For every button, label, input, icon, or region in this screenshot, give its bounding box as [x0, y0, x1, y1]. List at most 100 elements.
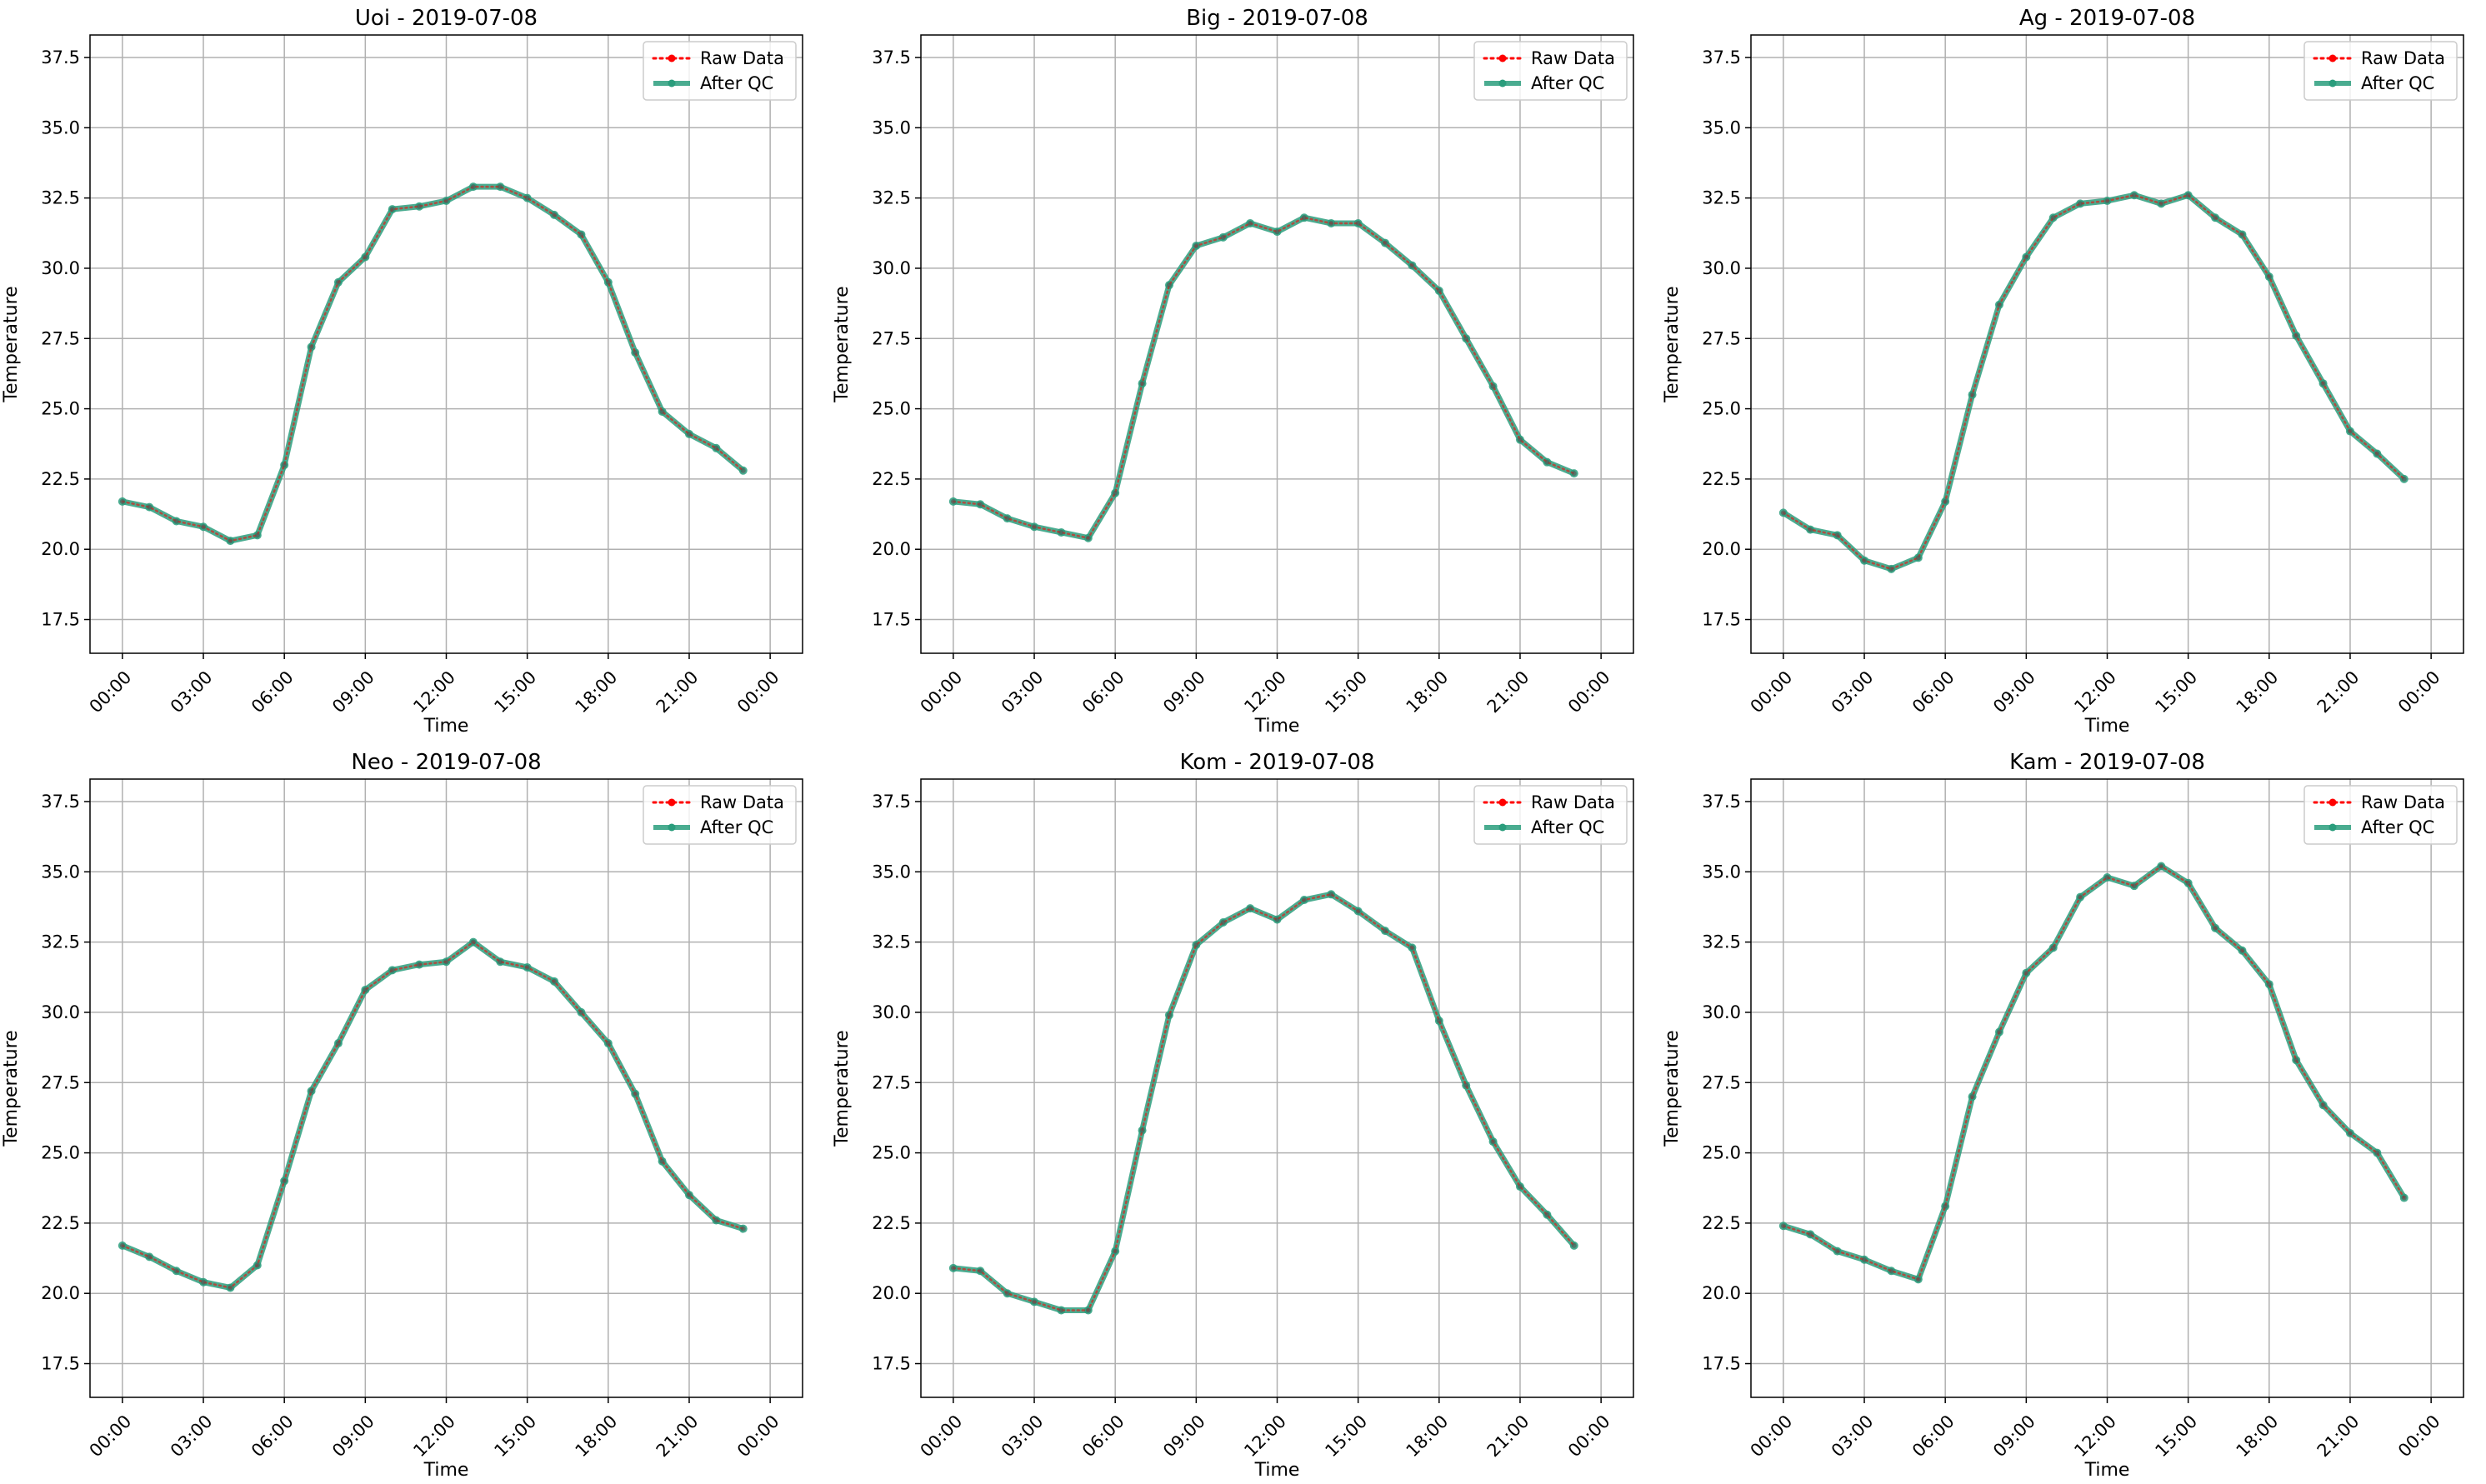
- y-tick-label: 30.0: [1702, 258, 1741, 278]
- data-point-raw-data: [1058, 1307, 1064, 1313]
- x-tick-label: 21:00: [2313, 667, 2363, 717]
- data-point-raw-data: [417, 203, 423, 209]
- data-point-raw-data: [443, 959, 449, 965]
- data-point-raw-data: [1463, 336, 1469, 342]
- x-tick-label: 21:00: [653, 667, 703, 717]
- legend-marker-after-qc: [2328, 823, 2337, 832]
- x-tick-label: 12:00: [2070, 1412, 2120, 1462]
- data-point-raw-data: [2050, 945, 2056, 951]
- data-point-raw-data: [443, 197, 449, 203]
- data-point-raw-data: [552, 978, 558, 984]
- legend-label-raw-data: Raw Data: [2361, 792, 2445, 812]
- x-axis-label: Time: [2084, 716, 2130, 737]
- x-tick-label: 12:00: [409, 1412, 459, 1462]
- data-point-raw-data: [498, 184, 503, 190]
- subplot-1: 17.5 20.0 22.5 25.0 27.5 30.0 32.5 35.0 37.5 00:0…: [1, 6, 803, 737]
- x-tick-label: 00:00: [917, 1412, 967, 1462]
- data-point-raw-data: [1328, 892, 1334, 897]
- x-tick-label: 00:00: [1747, 667, 1797, 717]
- legend-label-raw-data: Raw Data: [700, 792, 784, 812]
- legend-label-after-qc: After QC: [700, 73, 773, 93]
- data-point-raw-data: [363, 254, 368, 260]
- data-point-raw-data: [633, 1091, 638, 1097]
- series-line-raw-data: [121, 185, 744, 542]
- y-tick-label: 35.0: [41, 862, 80, 882]
- data-point-raw-data: [1383, 240, 1388, 246]
- legend-label-raw-data: Raw Data: [1531, 792, 1615, 812]
- y-tick-label: 22.5: [41, 469, 80, 489]
- subplot-title: Ag - 2019-07-08: [2019, 6, 2195, 31]
- data-point-raw-data: [2347, 1130, 2353, 1136]
- data-point-raw-data: [1301, 897, 1307, 903]
- y-tick-label: 22.5: [872, 1213, 911, 1233]
- y-tick-label: 17.5: [872, 1354, 911, 1374]
- data-point-raw-data: [2320, 381, 2326, 387]
- y-tick-label: 25.0: [41, 1143, 80, 1163]
- legend-marker-raw-data: [668, 798, 676, 807]
- data-point-raw-data: [740, 467, 746, 473]
- legend: Raw Data After QC: [643, 785, 797, 845]
- y-tick-label: 37.5: [1702, 792, 1741, 812]
- data-point-raw-data: [1166, 1012, 1172, 1018]
- x-tick-label: 03:00: [1828, 1412, 1878, 1462]
- y-tick-label: 30.0: [872, 1002, 911, 1022]
- series-line-raw-data: [952, 216, 1575, 540]
- series-line-raw-data: [1782, 865, 2405, 1281]
- x-tick-label: 18:00: [2233, 667, 2283, 717]
- data-point-raw-data: [1780, 1223, 1786, 1229]
- data-point-raw-data: [119, 498, 125, 504]
- y-tick-label: 20.0: [872, 539, 911, 559]
- data-point-raw-data: [2131, 883, 2137, 889]
- data-point-raw-data: [1834, 532, 1840, 538]
- data-point-raw-data: [1409, 262, 1415, 268]
- legend-label-raw-data: Raw Data: [700, 48, 784, 68]
- y-tick-label: 35.0: [872, 117, 911, 137]
- plot-frame: [1750, 778, 2464, 1398]
- y-tick-label: 17.5: [41, 1354, 80, 1374]
- data-point-raw-data: [2374, 451, 2380, 457]
- data-point-raw-data: [335, 1041, 341, 1047]
- data-point-raw-data: [1220, 234, 1226, 240]
- series-line-after-qc: [122, 183, 745, 544]
- subplot-title: Uoi - 2019-07-08: [355, 6, 538, 31]
- data-point-raw-data: [633, 350, 638, 356]
- series-line-after-qc: [953, 891, 1577, 1313]
- data-point-raw-data: [659, 1158, 665, 1164]
- data-point-raw-data: [308, 1088, 314, 1094]
- data-point-raw-data: [713, 1217, 719, 1223]
- y-tick-label: 32.5: [41, 188, 80, 208]
- data-point-raw-data: [2023, 254, 2029, 260]
- x-tick-label: 03:00: [167, 1412, 217, 1462]
- y-tick-label: 20.0: [1702, 1283, 1741, 1303]
- data-point-raw-data: [1996, 1029, 2002, 1035]
- subplot-title: Neo - 2019-07-08: [351, 750, 541, 775]
- data-point-raw-data: [1915, 555, 1921, 561]
- y-tick-label: 27.5: [41, 328, 80, 348]
- data-point-raw-data: [470, 184, 476, 190]
- data-point-raw-data: [2131, 192, 2137, 198]
- data-point-raw-data: [1004, 516, 1010, 522]
- data-point-raw-data: [2293, 332, 2299, 338]
- legend-label-after-qc: After QC: [2361, 73, 2434, 93]
- data-point-raw-data: [2239, 232, 2245, 237]
- y-tick-label: 20.0: [1702, 539, 1741, 559]
- y-tick-label: 22.5: [872, 469, 911, 489]
- data-point-raw-data: [1355, 908, 1361, 914]
- legend: Raw Data After QC: [2303, 41, 2458, 101]
- y-tick-label: 32.5: [41, 932, 80, 952]
- x-tick-label: 12:00: [1240, 1412, 1290, 1462]
- y-tick-label: 27.5: [1702, 1072, 1741, 1092]
- data-point-raw-data: [578, 232, 584, 237]
- data-point-raw-data: [1383, 928, 1388, 934]
- y-tick-label: 17.5: [1702, 610, 1741, 630]
- y-tick-label: 20.0: [872, 1283, 911, 1303]
- data-point-raw-data: [201, 524, 207, 530]
- data-point-raw-data: [1571, 471, 1577, 477]
- data-point-raw-data: [1409, 945, 1415, 951]
- data-point-raw-data: [282, 1178, 288, 1184]
- x-tick-label: 15:00: [2151, 1412, 2201, 1462]
- x-tick-label: 12:00: [409, 667, 459, 717]
- data-point-raw-data: [1058, 529, 1064, 535]
- legend-label-after-qc: After QC: [700, 817, 773, 837]
